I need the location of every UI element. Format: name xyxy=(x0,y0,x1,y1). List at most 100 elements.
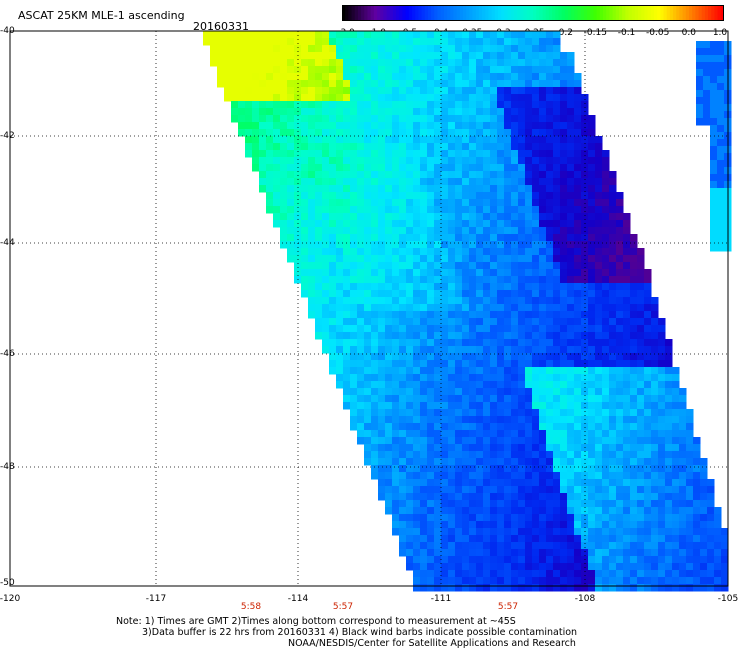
swath-cell xyxy=(469,199,477,207)
swath-cell xyxy=(581,185,589,193)
swath-cell xyxy=(385,38,393,46)
swath-cell xyxy=(322,129,330,137)
swath-cell xyxy=(371,395,379,403)
swath-cell xyxy=(616,556,624,564)
colorbar-segment xyxy=(373,5,378,21)
swath-cell xyxy=(616,325,624,333)
swath-cell xyxy=(553,416,561,424)
swath-cell xyxy=(525,38,533,46)
swath-cell xyxy=(686,465,694,473)
swath-cell xyxy=(567,283,575,291)
swath-cell xyxy=(434,297,442,305)
swath-cell xyxy=(623,353,631,361)
swath-cell xyxy=(623,304,631,312)
swath-cell xyxy=(616,199,624,207)
swath-cell xyxy=(336,87,344,95)
swath-cell xyxy=(553,213,561,221)
swath-cell xyxy=(406,535,414,543)
swath-cell xyxy=(609,416,617,424)
swath-cell xyxy=(308,297,316,305)
swath-cell xyxy=(553,577,561,585)
swath-cell xyxy=(350,213,358,221)
swath-cell xyxy=(378,87,386,95)
swath-cell xyxy=(420,290,428,298)
swath-cell xyxy=(581,409,589,417)
swath-cell xyxy=(476,94,484,102)
swath-cell xyxy=(511,80,519,88)
swath-cell xyxy=(651,528,659,536)
swath-cell xyxy=(581,493,589,501)
swath-cell xyxy=(511,339,519,347)
swath-cell xyxy=(546,465,554,473)
swath-cell xyxy=(553,521,561,529)
swath-cell xyxy=(357,192,365,200)
swath-cell xyxy=(245,73,253,81)
swath-cell xyxy=(553,507,561,515)
swath-cell xyxy=(336,108,344,116)
swath-cell xyxy=(504,381,512,389)
swath-cell xyxy=(483,192,491,200)
swath-cell xyxy=(714,549,722,557)
swath-cell xyxy=(518,570,526,578)
swath-cell xyxy=(385,493,393,501)
swath-cell xyxy=(385,73,393,81)
swath-cell xyxy=(434,101,442,109)
swath-cell xyxy=(630,353,638,361)
swath-cell xyxy=(588,234,596,242)
swath-cell xyxy=(553,150,561,158)
swath-cell xyxy=(623,521,631,529)
swath-cell xyxy=(609,500,617,508)
swath-cell xyxy=(574,577,582,585)
swath-cell xyxy=(469,283,477,291)
swath-cell xyxy=(567,94,575,102)
swath-cell xyxy=(448,45,456,53)
swath-cell xyxy=(539,458,547,466)
swath-cell xyxy=(469,304,477,312)
swath-cell xyxy=(483,129,491,137)
swath-cell xyxy=(490,402,498,410)
swath-cell xyxy=(399,290,407,298)
swath-cell xyxy=(350,367,358,375)
swath-cell xyxy=(399,472,407,480)
swath-cell xyxy=(483,423,491,431)
swath-cell xyxy=(560,472,568,480)
swath-cell xyxy=(378,290,386,298)
swath-cell xyxy=(322,115,330,123)
swath-cell xyxy=(525,129,533,137)
swath-cell xyxy=(406,472,414,480)
swath-cell xyxy=(574,388,582,396)
swath-cell xyxy=(210,31,218,39)
swath-cell xyxy=(420,570,428,578)
swath-cell xyxy=(329,136,337,144)
swath-cell xyxy=(497,318,505,326)
swath-cell xyxy=(469,185,477,193)
swath-cell xyxy=(399,353,407,361)
swath-cell xyxy=(721,570,729,578)
swath-cell xyxy=(245,45,253,53)
swath-cell xyxy=(427,276,435,284)
swath-cell xyxy=(434,402,442,410)
swath-cell xyxy=(210,45,218,53)
swath-cell xyxy=(350,318,358,326)
swath-cell xyxy=(511,549,519,557)
swath-cell xyxy=(546,94,554,102)
swath-cell xyxy=(469,339,477,347)
swath-cell xyxy=(609,234,617,242)
swath-cell xyxy=(392,381,400,389)
swath-cell xyxy=(504,556,512,564)
swath-cell xyxy=(504,206,512,214)
swath-cell xyxy=(476,346,484,354)
swath-cell xyxy=(623,423,631,431)
swath-cell xyxy=(581,339,589,347)
swath-cell xyxy=(287,185,295,193)
swath-cell xyxy=(364,178,372,186)
swath-cell xyxy=(441,367,449,375)
swath-cell xyxy=(602,528,610,536)
swath-cell xyxy=(329,262,337,270)
swath-cell xyxy=(644,374,652,382)
swath-cell xyxy=(644,381,652,389)
swath-cell xyxy=(560,444,568,452)
swath-cell xyxy=(637,528,645,536)
swath-cell xyxy=(490,318,498,326)
swath-cell xyxy=(539,199,547,207)
